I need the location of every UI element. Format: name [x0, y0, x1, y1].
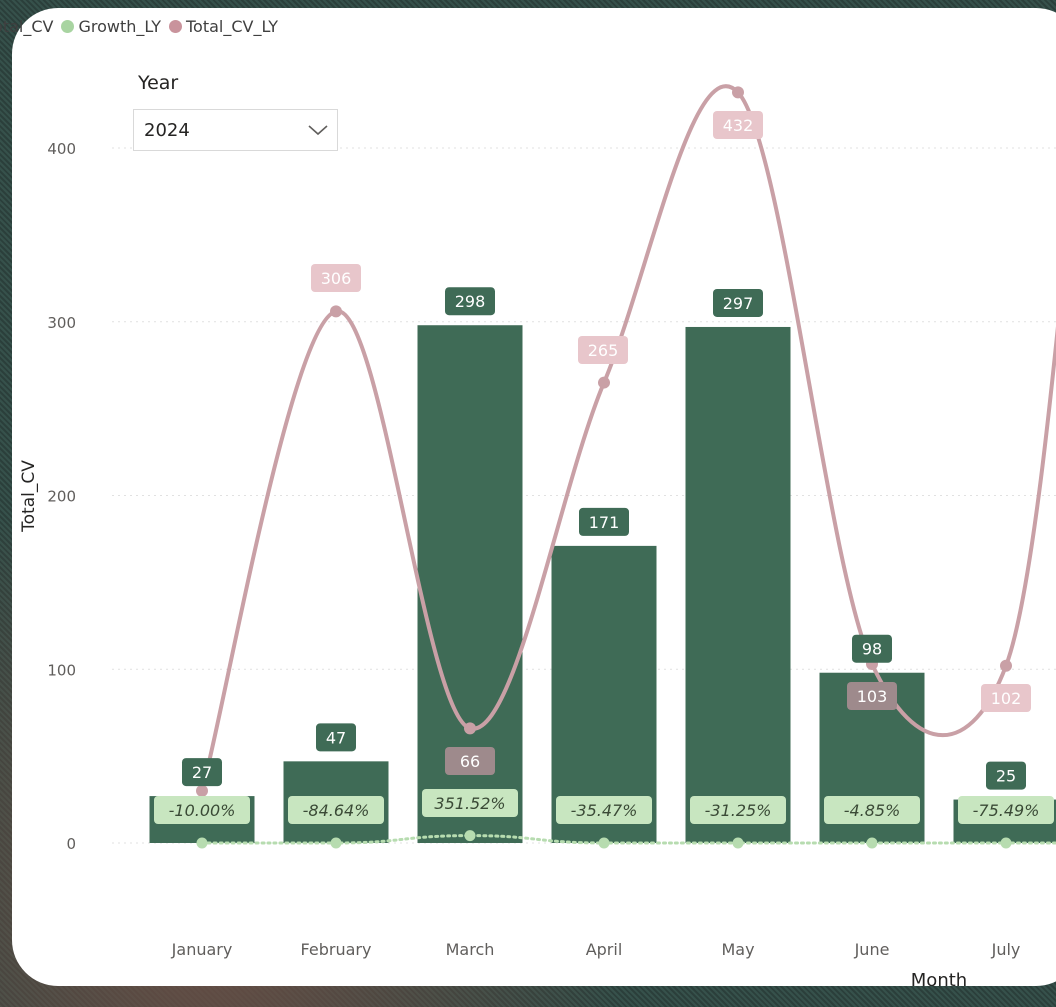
- legend-dot-icon: [61, 19, 75, 33]
- point-total-cv-ly-march: [464, 722, 476, 735]
- legend-item-growth-ly[interactable]: Growth_LY: [61, 16, 161, 36]
- data-label-growth-ly-january-bg: [154, 796, 250, 824]
- data-label-total-cv-march-bg: [445, 287, 495, 316]
- data-label-total-cv-april-bg: [579, 507, 629, 536]
- year-slicer-label: Year: [138, 72, 179, 94]
- x-tick-label: January: [171, 940, 233, 959]
- legend-label: Total_CV: [0, 16, 54, 36]
- x-tick-label: April: [586, 940, 623, 959]
- data-label-growth-ly-june: -4.85%: [844, 801, 901, 820]
- data-label-total-cv-january: 27: [192, 763, 212, 782]
- data-label-total-cv-april: 171: [589, 513, 620, 532]
- data-label-total-cv-ly-march-bg: [445, 747, 495, 775]
- chevron-down-icon: [308, 125, 328, 136]
- data-label-total-cv-ly-april: 265: [588, 341, 619, 360]
- data-label-total-cv-ly-march: 66: [460, 752, 480, 771]
- point-growth-ly-april: [598, 837, 610, 849]
- data-label-growth-ly-march: 351.52%: [434, 794, 505, 813]
- data-label-total-cv-july-bg: [986, 761, 1026, 790]
- data-label-total-cv-february-bg: [316, 723, 356, 752]
- bar-april: [551, 545, 657, 843]
- data-label-growth-ly-april: -35.47%: [571, 801, 638, 820]
- data-label-growth-ly-february: -84.64%: [303, 801, 370, 820]
- data-label-total-cv-ly-june-bg: [847, 682, 897, 710]
- data-label-growth-ly-march-bg: [422, 789, 518, 817]
- data-label-growth-ly-may: -31.25%: [705, 801, 772, 820]
- data-label-total-cv-may-bg: [713, 288, 763, 317]
- data-label-total-cv-ly-june: 103: [857, 687, 888, 706]
- data-label-growth-ly-february-bg: [288, 796, 384, 824]
- y-axis-title: Total_CV: [19, 460, 39, 533]
- y-tick-label: 400: [47, 140, 76, 158]
- data-label-total-cv-ly-april-bg: [578, 336, 628, 364]
- x-tick-label: March: [446, 940, 495, 959]
- legend-item-total-cv-ly[interactable]: Total_CV_LY: [168, 16, 279, 36]
- year-slicer-dropdown[interactable]: 2024: [133, 109, 338, 151]
- data-label-total-cv-june: 98: [862, 640, 882, 659]
- data-label-growth-ly-june-bg: [824, 796, 920, 824]
- legend-item-total-cv[interactable]: Total_CV: [0, 17, 53, 36]
- y-tick-label: 0: [66, 835, 76, 853]
- point-growth-ly-june: [866, 837, 878, 849]
- point-total-cv-ly-january: [196, 784, 208, 797]
- data-label-total-cv-may: 297: [723, 294, 754, 313]
- point-total-cv-ly-july: [1000, 659, 1012, 672]
- data-label-total-cv-ly-february-bg: [311, 264, 361, 292]
- data-label-growth-ly-january: -10.00%: [169, 801, 236, 820]
- point-growth-ly-march: [464, 830, 476, 842]
- x-axis-title: Month: [911, 970, 967, 991]
- point-total-cv-ly-february: [330, 305, 342, 318]
- data-label-growth-ly-april-bg: [556, 796, 652, 824]
- y-tick-label: 300: [47, 314, 76, 332]
- y-tick-label: 200: [47, 488, 76, 506]
- bar-may: [685, 326, 791, 843]
- point-total-cv-ly-april: [598, 376, 610, 389]
- x-tick-label: July: [991, 940, 1021, 959]
- data-label-total-cv-january-bg: [182, 758, 222, 787]
- legend-dot-icon: [168, 19, 182, 33]
- data-label-total-cv-march: 298: [455, 292, 486, 311]
- x-tick-label: May: [721, 940, 754, 959]
- legend-label: Total_CV_LY: [185, 16, 279, 36]
- x-tick-label: June: [854, 940, 890, 959]
- point-total-cv-ly-may: [732, 86, 744, 99]
- data-label-total-cv-ly-july-bg: [981, 684, 1031, 712]
- data-label-total-cv-july: 25: [996, 767, 1016, 786]
- data-label-total-cv-june-bg: [852, 634, 892, 663]
- x-tick-label: February: [301, 940, 372, 959]
- data-label-total-cv-ly-may-bg: [713, 111, 763, 139]
- data-label-total-cv-ly-february: 306: [321, 269, 352, 288]
- year-slicer-value: 2024: [144, 120, 190, 141]
- y-tick-label: 100: [47, 661, 76, 679]
- data-label-total-cv-ly-july: 102: [991, 689, 1022, 708]
- point-growth-ly-february: [330, 837, 342, 849]
- series-line-total-cv-ly: [200, 84, 1056, 793]
- data-label-total-cv-ly-may: 432: [723, 116, 754, 135]
- data-label-total-cv-february: 47: [326, 728, 346, 747]
- point-growth-ly-july: [1000, 837, 1012, 849]
- data-label-growth-ly-may-bg: [690, 796, 786, 824]
- point-growth-ly-may: [732, 837, 744, 849]
- data-label-growth-ly-july-bg: [958, 796, 1054, 824]
- data-label-growth-ly-july: -75.49%: [973, 801, 1040, 820]
- point-growth-ly-january: [196, 837, 208, 849]
- legend-label: Growth_LY: [78, 16, 161, 36]
- chart-legend: Total_CV Growth_LY Total_CV_LY: [0, 12, 420, 40]
